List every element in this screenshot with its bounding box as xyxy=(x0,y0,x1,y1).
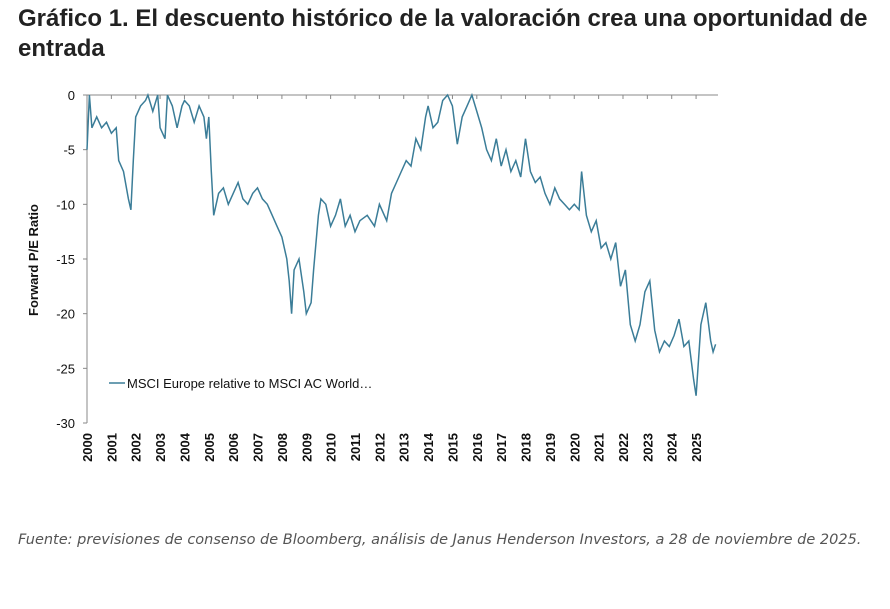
y-tick-label: -10 xyxy=(56,197,75,212)
x-tick-label: 2005 xyxy=(202,433,217,462)
x-tick-label: 2019 xyxy=(543,433,558,462)
chart-title: Gráfico 1. El descuento histórico de la … xyxy=(18,5,868,62)
y-tick-label: -5 xyxy=(63,143,75,158)
x-tick-label: 2011 xyxy=(348,433,363,461)
chart: Forward P/E Ratio 0 -5 -10 -15 -20 -25 -30 2000… xyxy=(26,88,718,462)
x-tick-label: 2024 xyxy=(665,432,680,462)
x-tick-label: 2004 xyxy=(177,432,192,462)
y-tick-label: -25 xyxy=(56,361,75,376)
y-tick-label: -20 xyxy=(56,307,75,322)
series-line xyxy=(86,92,717,396)
x-tick-label: 2006 xyxy=(226,433,241,462)
x-tick-label: 2023 xyxy=(640,433,655,462)
x-tick-label: 2017 xyxy=(494,433,509,462)
x-tick-label: 2022 xyxy=(616,433,631,462)
x-tick-label: 2025 xyxy=(689,433,704,462)
x-tick-label: 2010 xyxy=(324,433,339,462)
x-tick-label: 2014 xyxy=(421,432,436,462)
x-tick-label: 2007 xyxy=(251,433,266,462)
x-tick-label: 2012 xyxy=(372,433,387,462)
x-tick-label: 2002 xyxy=(129,433,144,462)
x-tick-label: 2016 xyxy=(470,433,485,462)
x-tick-label: 2003 xyxy=(153,433,168,462)
y-tick-label: -30 xyxy=(56,416,75,431)
x-tick-label: 2013 xyxy=(397,433,412,462)
x-tick-label: 2009 xyxy=(299,433,314,462)
legend-label: MSCI Europe relative to MSCI AC World… xyxy=(127,376,372,391)
x-tick-label: 2020 xyxy=(567,433,582,462)
y-axis-label: Forward P/E Ratio xyxy=(26,204,41,316)
source-note: Fuente: previsiones de consenso de Bloom… xyxy=(18,532,862,548)
x-tick-label: 2001 xyxy=(104,433,119,462)
x-tick-label: 2021 xyxy=(592,433,607,462)
y-tick-label: 0 xyxy=(68,88,75,103)
x-tick-label: 2000 xyxy=(80,433,95,462)
y-tick-label: -15 xyxy=(56,252,75,267)
x-tick-label: 2018 xyxy=(519,433,534,462)
x-tick-label: 2008 xyxy=(275,433,290,462)
x-tick-label: 2015 xyxy=(445,433,460,462)
